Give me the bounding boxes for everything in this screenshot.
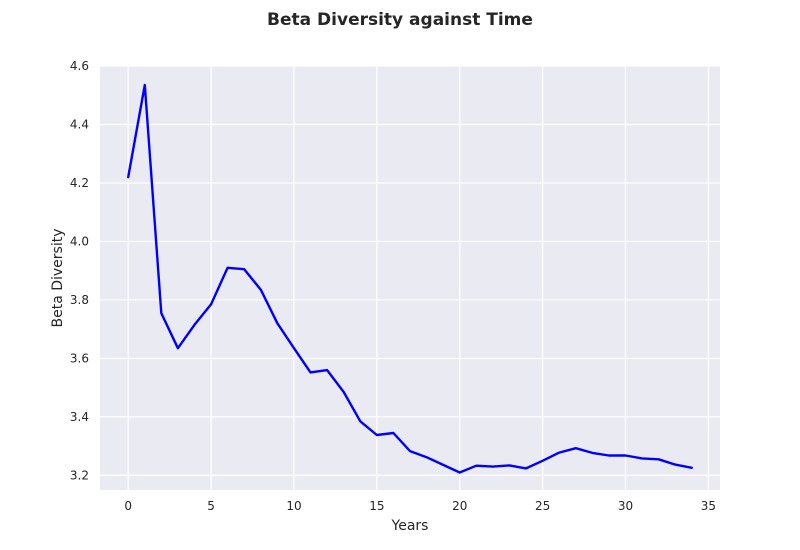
series-line <box>126 83 693 474</box>
x-tick-label: 20 <box>452 499 467 513</box>
y-tick-label: 3.4 <box>70 410 89 424</box>
x-tick-label: 25 <box>535 499 550 513</box>
x-tick-label: 30 <box>618 499 633 513</box>
x-tick-label: 35 <box>701 499 716 513</box>
plot-background <box>100 66 720 490</box>
y-tick-label: 3.8 <box>70 293 89 307</box>
y-tick-label: 4.4 <box>70 117 89 131</box>
series-lines <box>126 83 693 474</box>
x-axis-label: Years <box>391 518 429 534</box>
y-tick-label: 4.2 <box>70 176 89 190</box>
chart-title: Beta Diversity against Time <box>267 10 533 30</box>
y-tick-label: 3.6 <box>70 351 89 365</box>
x-tick-label: 10 <box>286 499 301 513</box>
y-tick-labels: 3.2 3.4 3.6 3.8 4.0 4.2 4.4 4.6 <box>70 59 89 482</box>
x-tick-label: 5 <box>207 499 215 513</box>
y-tick-label: 4.0 <box>70 234 89 248</box>
grid <box>100 65 720 490</box>
y-axis-label: Beta Diversity <box>50 228 66 327</box>
y-tick-label: 4.6 <box>70 59 89 73</box>
x-tick-labels: 0 5 10 15 20 25 30 35 <box>124 499 716 513</box>
x-tick-label: 15 <box>369 499 384 513</box>
y-tick-label: 3.2 <box>70 468 89 482</box>
x-tick-label: 0 <box>124 499 132 513</box>
